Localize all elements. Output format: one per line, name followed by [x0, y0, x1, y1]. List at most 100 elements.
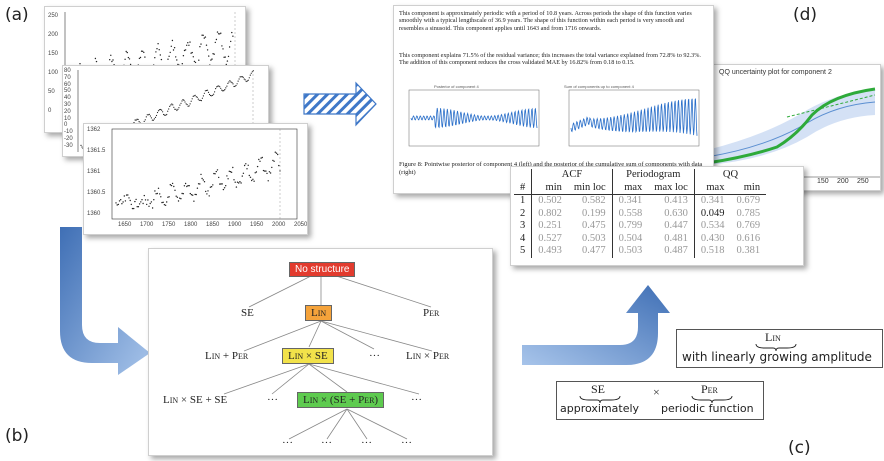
plot1-point: [183, 49, 186, 52]
plot2-y-tick-label: 60: [64, 81, 71, 88]
mini-plot-left-title: Posterior of component 4: [434, 84, 479, 89]
plot1-point: [154, 57, 156, 59]
plot3-point: [194, 193, 196, 196]
plot3-point: [268, 171, 271, 173]
col-header-per-max: max: [611, 181, 649, 195]
plot2-point: [204, 90, 206, 92]
plot3-point: [251, 179, 253, 182]
plot3-x-tick-label: 1850: [206, 222, 220, 228]
plot3-point: [130, 203, 132, 206]
plot3-point: [227, 178, 229, 180]
hatched-arrow: [303, 81, 377, 127]
plot3-point: [197, 183, 200, 185]
plot2-point: [237, 80, 239, 82]
plot2-point: [208, 93, 211, 96]
plot3-x-tick-label: 2050: [294, 222, 308, 228]
plot2-point: [200, 100, 202, 102]
plot2-point: [136, 118, 138, 120]
plot3-point: [169, 184, 171, 186]
plot1-point: [205, 44, 208, 46]
col-header-acf-min: min: [531, 181, 568, 195]
plot1-point: [221, 45, 223, 47]
plot2-point: [250, 72, 252, 74]
plot1-point: [211, 58, 213, 60]
plot3-point: [277, 153, 279, 156]
curved-arrow-up: [522, 285, 670, 365]
plot3-point: [164, 204, 167, 206]
plot3-point: [233, 179, 235, 181]
plot3-point: [115, 202, 117, 204]
plot3-point: [117, 203, 120, 206]
plot3-point: [261, 156, 263, 159]
report-caption: Figure 8: Pointwise posterior of compone…: [399, 161, 703, 176]
plot1-point: [156, 48, 158, 50]
plot3-point: [149, 202, 151, 205]
plot3-point: [209, 186, 212, 188]
plot1-point: [228, 46, 231, 48]
plot3-point: [190, 194, 193, 196]
plot2-point: [229, 80, 231, 82]
plot1-point: [79, 63, 81, 65]
plot3-point: [269, 172, 272, 174]
plot2-y-tick-label: 30: [64, 102, 71, 108]
plot2-y-tick-label: 0: [64, 122, 68, 129]
plot3-point: [256, 165, 259, 168]
plot3-point: [155, 193, 157, 195]
plot1-point: [204, 36, 207, 38]
plot1-point: [189, 41, 191, 43]
plot3-point: [266, 172, 268, 175]
mini-left-series: [410, 107, 538, 129]
plot2-point: [145, 116, 147, 118]
node-lin-se-plus-se: Lin × SE + SE: [163, 394, 228, 406]
plot2-point: [177, 108, 179, 110]
plot3-y-tick-label: 1362: [87, 127, 101, 133]
plot3-point: [230, 171, 233, 173]
plot1-point: [232, 35, 234, 37]
plot2-point: [241, 76, 243, 78]
plot2-point: [236, 83, 238, 85]
plot3-point: [235, 186, 238, 188]
plot3-point: [150, 201, 153, 203]
plot1-point: [226, 60, 229, 62]
plot3-point: [260, 157, 262, 159]
plot1-point: [198, 59, 200, 61]
table-row: 1 0.502 0.582 0.341 0.413 0.341 0.679: [514, 194, 766, 208]
plot1-point: [140, 50, 143, 52]
group-header-periodogram: Periodogram: [611, 169, 695, 182]
table-cell: 0.341: [693, 194, 731, 208]
plot1-point: [184, 49, 187, 51]
table-cell: 0.475: [582, 220, 606, 231]
plot2-point: [209, 94, 212, 97]
plot3-point: [175, 195, 177, 197]
plot3-x-tick-label: 1950: [250, 222, 264, 228]
table-cell: 0.502: [531, 194, 568, 208]
panel-label-d: (d): [793, 5, 818, 25]
plot1-point: [227, 55, 230, 58]
table-cell: 0.447: [664, 220, 688, 231]
plot3-point: [170, 184, 173, 187]
plot1-point: [157, 43, 159, 45]
table-row: 4 0.527 0.503 0.504 0.481 0.430 0.616: [514, 232, 766, 245]
plot3-point: [239, 181, 241, 183]
plot3-x-tick-label: 1750: [162, 222, 176, 228]
plot3-point: [120, 199, 122, 201]
plot2-point: [182, 99, 184, 101]
plot3-point: [180, 198, 182, 200]
plot3-x-tick-label: 1800: [184, 222, 198, 228]
plot3-point: [240, 182, 242, 184]
plot3-point: [226, 175, 228, 177]
plot2-point: [225, 87, 227, 89]
plot1-point: [110, 54, 112, 56]
plot2-point: [156, 111, 159, 114]
plot2-point: [201, 97, 203, 99]
plot2-point: [194, 94, 196, 96]
plot2-point: [216, 86, 218, 88]
plot2-point: [161, 109, 163, 111]
plot3-point: [210, 186, 213, 188]
plot2-point: [183, 99, 185, 101]
plot2-point: [158, 109, 161, 111]
desc-lin-text: with linearly growing amplitude: [682, 350, 872, 364]
plot3-point: [182, 193, 184, 195]
plot3-point: [181, 192, 183, 195]
plot1-point: [201, 34, 203, 36]
